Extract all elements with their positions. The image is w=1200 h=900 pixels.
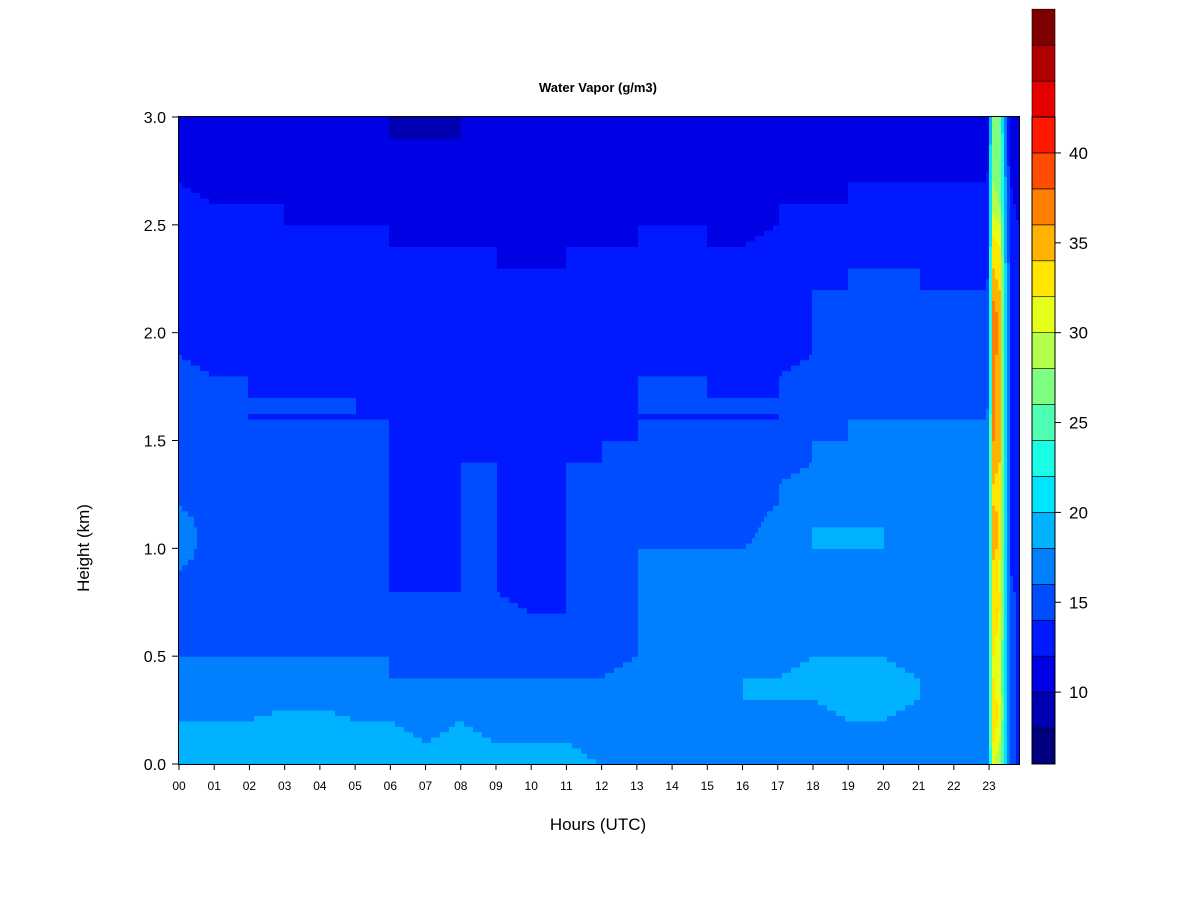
chart-title: Water Vapor (g/m3) xyxy=(539,80,657,95)
heatmap xyxy=(179,117,1020,765)
